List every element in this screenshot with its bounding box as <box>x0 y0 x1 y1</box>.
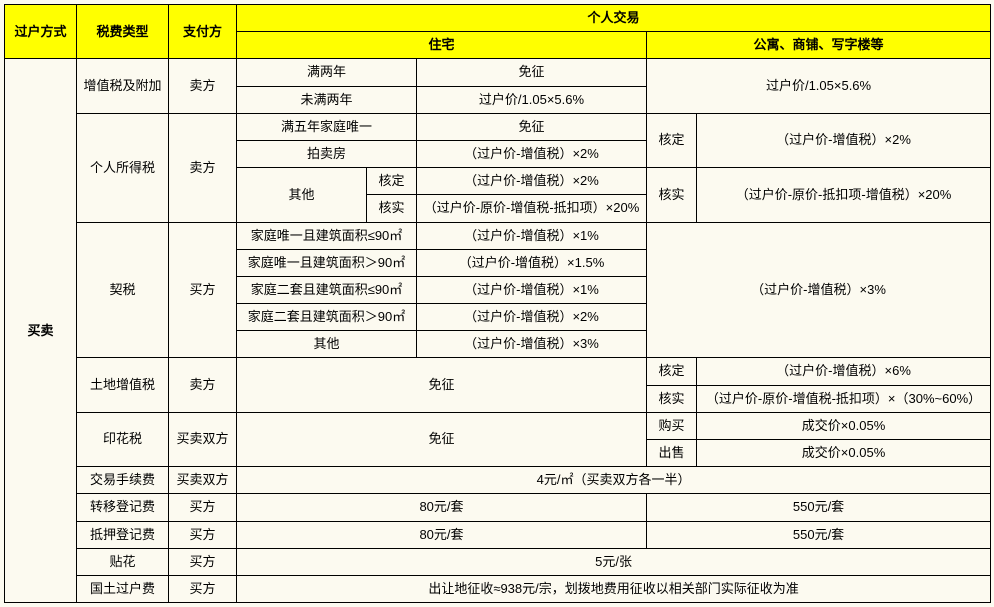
payer-cell: 卖方 <box>169 59 237 113</box>
table-row: 买卖 增值税及附加 卖方 满两年 免征 过户价/1.05×5.6% <box>5 59 991 86</box>
val-cell: （过户价-增值税）×1% <box>417 276 647 303</box>
cond-cell: 未满两年 <box>237 86 417 113</box>
col-commercial: 公寓、商铺、写字楼等 <box>647 32 991 59</box>
tax-cell: 个人所得税 <box>77 113 169 222</box>
table-row: 土地增值税 卖方 免征 核定 （过户价-增值税）×6% <box>5 358 991 385</box>
header-row-1: 过户方式 税费类型 支付方 个人交易 <box>5 5 991 32</box>
tax-cell: 贴花 <box>77 548 169 575</box>
sub-cell: 核实 <box>367 195 417 222</box>
cond-cell: 其他 <box>237 331 417 358</box>
tax-cell: 增值税及附加 <box>77 59 169 113</box>
val-cell: （过户价-原价-增值税-抵扣项）×20% <box>417 195 647 222</box>
table-row: 国土过户费 买方 出让地征收≈938元/宗，划拨地费用征收以相关部门实际征收为准 <box>5 575 991 602</box>
val-cell: （过户价-增值税）×3% <box>417 331 647 358</box>
sub-cell: 核定 <box>647 113 697 167</box>
sub-cell: 购买 <box>647 412 697 439</box>
cond-cell: 家庭二套且建筑面积＞90㎡ <box>237 304 417 331</box>
val-cell: （过户价-增值税）×2% <box>417 168 647 195</box>
cond-cell: 家庭唯一且建筑面积≤90㎡ <box>237 222 417 249</box>
val-cell: （过户价-增值税）×2% <box>417 140 647 167</box>
payer-cell: 买卖双方 <box>169 467 237 494</box>
val-cell: （过户价-增值税）×2% <box>417 304 647 331</box>
table-row: 印花税 买卖双方 免征 购买 成交价×0.05% <box>5 412 991 439</box>
table-row: 个人所得税 卖方 满五年家庭唯一 免征 核定 （过户价-增值税）×2% <box>5 113 991 140</box>
table-row: 转移登记费 买方 80元/套 550元/套 <box>5 494 991 521</box>
sub-cell: 核定 <box>647 358 697 385</box>
val-cell: 80元/套 <box>237 521 647 548</box>
cond-cell: 其他 <box>237 168 367 222</box>
tax-cell: 土地增值税 <box>77 358 169 412</box>
val-cell: 免征 <box>417 59 647 86</box>
sub-cell: 核实 <box>647 385 697 412</box>
val-cell: （过户价-增值税）×1.5% <box>417 249 647 276</box>
tax-table: 过户方式 税费类型 支付方 个人交易 住宅 公寓、商铺、写字楼等 买卖 增值税及… <box>4 4 991 603</box>
cond-cell: 家庭二套且建筑面积≤90㎡ <box>237 276 417 303</box>
val-cell: 免征 <box>237 412 647 466</box>
table-row: 贴花 买方 5元/张 <box>5 548 991 575</box>
tax-cell: 抵押登记费 <box>77 521 169 548</box>
tax-cell: 印花税 <box>77 412 169 466</box>
col-method: 过户方式 <box>5 5 77 59</box>
cond-cell: 拍卖房 <box>237 140 417 167</box>
method-cell: 买卖 <box>5 59 77 603</box>
val-cell: 过户价/1.05×5.6% <box>417 86 647 113</box>
payer-cell: 买方 <box>169 575 237 602</box>
val-cell: 550元/套 <box>647 521 991 548</box>
tax-cell: 国土过户费 <box>77 575 169 602</box>
payer-cell: 卖方 <box>169 113 237 222</box>
val-cell: （过户价-增值税）×6% <box>697 358 991 385</box>
tax-cell: 契税 <box>77 222 169 358</box>
val-cell: 免征 <box>417 113 647 140</box>
payer-cell: 买方 <box>169 494 237 521</box>
table-row: 契税 买方 家庭唯一且建筑面积≤90㎡ （过户价-增值税）×1% （过户价-增值… <box>5 222 991 249</box>
val-cell: （过户价-增值税）×3% <box>647 222 991 358</box>
val-cell: 5元/张 <box>237 548 991 575</box>
val-cell: 80元/套 <box>237 494 647 521</box>
cond-cell: 家庭唯一且建筑面积＞90㎡ <box>237 249 417 276</box>
val-cell: 过户价/1.05×5.6% <box>647 59 991 113</box>
payer-cell: 卖方 <box>169 358 237 412</box>
val-cell: （过户价-增值税）×1% <box>417 222 647 249</box>
tax-cell: 交易手续费 <box>77 467 169 494</box>
table-row: 交易手续费 买卖双方 4元/㎡（买卖双方各一半） <box>5 467 991 494</box>
col-taxtype: 税费类型 <box>77 5 169 59</box>
col-residential: 住宅 <box>237 32 647 59</box>
payer-cell: 买卖双方 <box>169 412 237 466</box>
sub-cell: 核定 <box>367 168 417 195</box>
sub-cell: 核实 <box>647 168 697 222</box>
col-personal: 个人交易 <box>237 5 991 32</box>
col-payer: 支付方 <box>169 5 237 59</box>
cond-cell: 满两年 <box>237 59 417 86</box>
val-cell: 成交价×0.05% <box>697 412 991 439</box>
sub-cell: 出售 <box>647 440 697 467</box>
payer-cell: 买方 <box>169 222 237 358</box>
cond-cell: 满五年家庭唯一 <box>237 113 417 140</box>
val-cell: （过户价-原价-增值税-抵扣项）×（30%~60%） <box>697 385 991 412</box>
payer-cell: 买方 <box>169 548 237 575</box>
val-cell: 免征 <box>237 358 647 412</box>
val-cell: （过户价-增值税）×2% <box>697 113 991 167</box>
val-cell: 550元/套 <box>647 494 991 521</box>
tax-cell: 转移登记费 <box>77 494 169 521</box>
table-row: 抵押登记费 买方 80元/套 550元/套 <box>5 521 991 548</box>
val-cell: （过户价-原价-抵扣项-增值税）×20% <box>697 168 991 222</box>
payer-cell: 买方 <box>169 521 237 548</box>
val-cell: 4元/㎡（买卖双方各一半） <box>237 467 991 494</box>
val-cell: 出让地征收≈938元/宗，划拨地费用征收以相关部门实际征收为准 <box>237 575 991 602</box>
val-cell: 成交价×0.05% <box>697 440 991 467</box>
